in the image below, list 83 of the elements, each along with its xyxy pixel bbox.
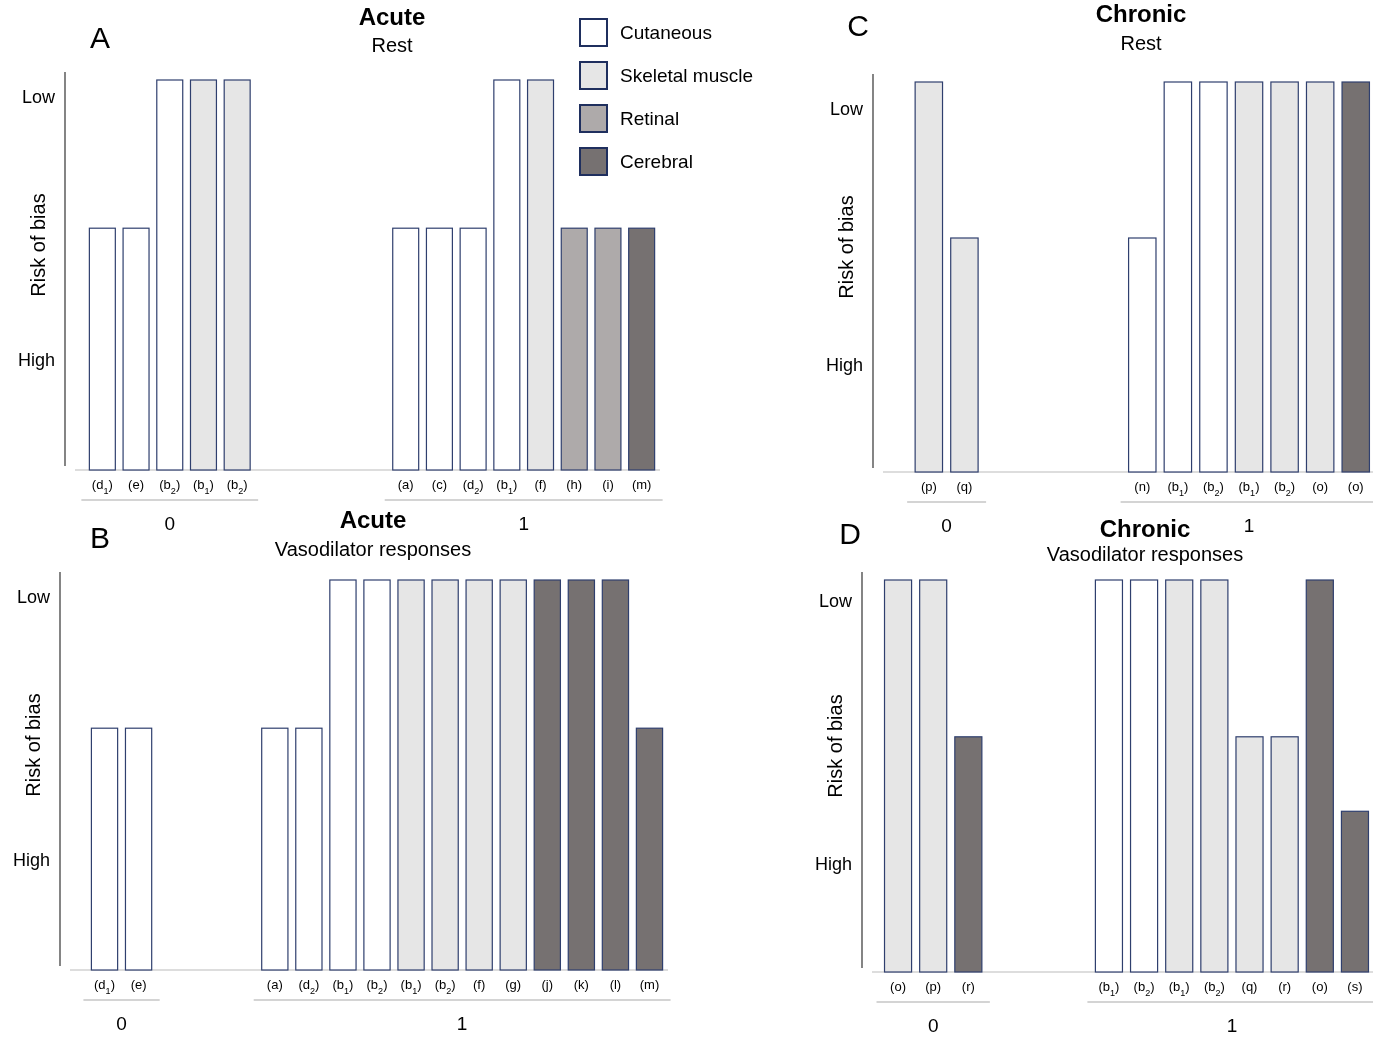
chart-title: Acute: [358, 3, 426, 30]
x-tick-label: (r): [1278, 979, 1292, 994]
x-tick-label: (n): [1134, 479, 1151, 494]
text: D: [839, 517, 861, 550]
x-tick-label: (b$_{2}$): [1202, 479, 1224, 498]
x-tick-label: (r): [961, 979, 975, 994]
x-tick-label: (b$_{1}$): [192, 477, 214, 496]
y-axis-title: Risk of bias: [835, 195, 857, 299]
x-tick-label: (h): [566, 477, 583, 492]
y-axis-title: Risk of bias: [22, 693, 44, 797]
x-tick-label: (b$_{1}$): [1167, 479, 1189, 498]
x-tick-label: (e): [130, 977, 147, 992]
x-tick-label: (b$_{2}$): [366, 977, 388, 996]
x-tick-label: (q): [956, 479, 973, 494]
legend-label: Cerebral: [620, 150, 693, 172]
x-tick-label: (a): [397, 477, 414, 492]
x-tick-label: (l): [609, 977, 622, 992]
x-tick-label: (b$_{2}$): [1274, 479, 1296, 498]
x-tick-label: (c): [431, 477, 447, 492]
x-tick-label: (d$_{1}$): [91, 477, 113, 496]
text: 0: [116, 1013, 127, 1034]
x-tick-label: (d$_{2}$): [462, 477, 484, 496]
text: Low: [818, 591, 853, 612]
text: C: [847, 9, 869, 42]
chart-title: Chronic: [1095, 0, 1187, 27]
x-tick-label: (g): [505, 977, 522, 992]
text: High: [17, 350, 55, 371]
legend-label: Skeletal muscle: [620, 64, 754, 86]
chart-subtitle: Vasodilator responses: [1046, 543, 1244, 565]
text: 0: [164, 513, 176, 534]
text: High: [825, 355, 863, 376]
y-axis-title: Risk of bias: [824, 694, 846, 798]
x-tick-label: (b$_{1}$): [400, 977, 422, 996]
x-tick-label: (b$_{1}$): [1168, 979, 1190, 998]
legend-label: Cutaneous: [620, 21, 712, 43]
x-tick-label: (b$_{2}$): [226, 477, 248, 496]
text: Low: [16, 587, 51, 608]
text: A: [89, 21, 111, 54]
x-tick-label: (b$_{1}$): [332, 977, 354, 996]
x-tick-label: (b$_{2}$): [434, 977, 456, 996]
x-tick-label: (d$_{1}$): [94, 977, 115, 996]
x-tick-label: (b$_{1}$): [1098, 979, 1120, 998]
x-tick-label: (j): [541, 977, 554, 992]
text: Low: [829, 99, 864, 120]
text: 1: [456, 1013, 468, 1034]
x-tick-label: (i): [602, 477, 614, 492]
x-tick-label: (f): [473, 977, 486, 992]
text: High: [12, 850, 50, 871]
text: 1: [1226, 1015, 1238, 1036]
x-tick-label: (b$_{1}$): [1238, 479, 1260, 498]
x-tick-label: (b$_{2}$): [1203, 979, 1225, 998]
chart-subtitle: Vasodilator responses: [274, 538, 472, 560]
text: 1: [518, 513, 529, 534]
x-tick-label: (p): [920, 479, 937, 494]
x-tick-label: (b$_{1}$): [496, 477, 518, 496]
chart-title: Acute: [339, 506, 407, 533]
x-tick-label: (d$_{2}$): [298, 977, 320, 996]
chart-title: Chronic: [1099, 515, 1191, 542]
x-tick-label: (p): [925, 979, 942, 994]
x-tick-label: (e): [128, 477, 144, 492]
x-tick-label: (f): [534, 477, 547, 492]
x-tick-label: (m): [631, 477, 652, 492]
chart-subtitle: Rest: [1120, 32, 1162, 54]
text: 1: [1243, 515, 1255, 536]
text: Low: [21, 87, 56, 108]
x-tick-label: (m): [639, 977, 660, 992]
y-axis-title: Risk of bias: [27, 193, 49, 297]
text: 0: [941, 515, 952, 536]
x-tick-label: (s): [1347, 979, 1363, 994]
x-tick-label: (q): [1241, 979, 1258, 994]
x-tick-label: (o): [1311, 979, 1328, 994]
x-tick-label: (b$_{2}$): [1133, 979, 1155, 998]
x-tick-label: (o): [1312, 479, 1329, 494]
text: 0: [927, 1015, 939, 1036]
text: High: [814, 854, 852, 875]
x-tick-label: (a): [266, 977, 283, 992]
x-tick-label: (b$_{2}$): [159, 477, 181, 496]
legend-label: Retinal: [620, 107, 680, 129]
x-tick-label: (k): [573, 977, 589, 992]
x-tick-label: (o): [890, 979, 906, 994]
text: B: [89, 521, 111, 554]
chart-subtitle: Rest: [371, 34, 413, 56]
x-tick-label: (o): [1347, 479, 1364, 494]
